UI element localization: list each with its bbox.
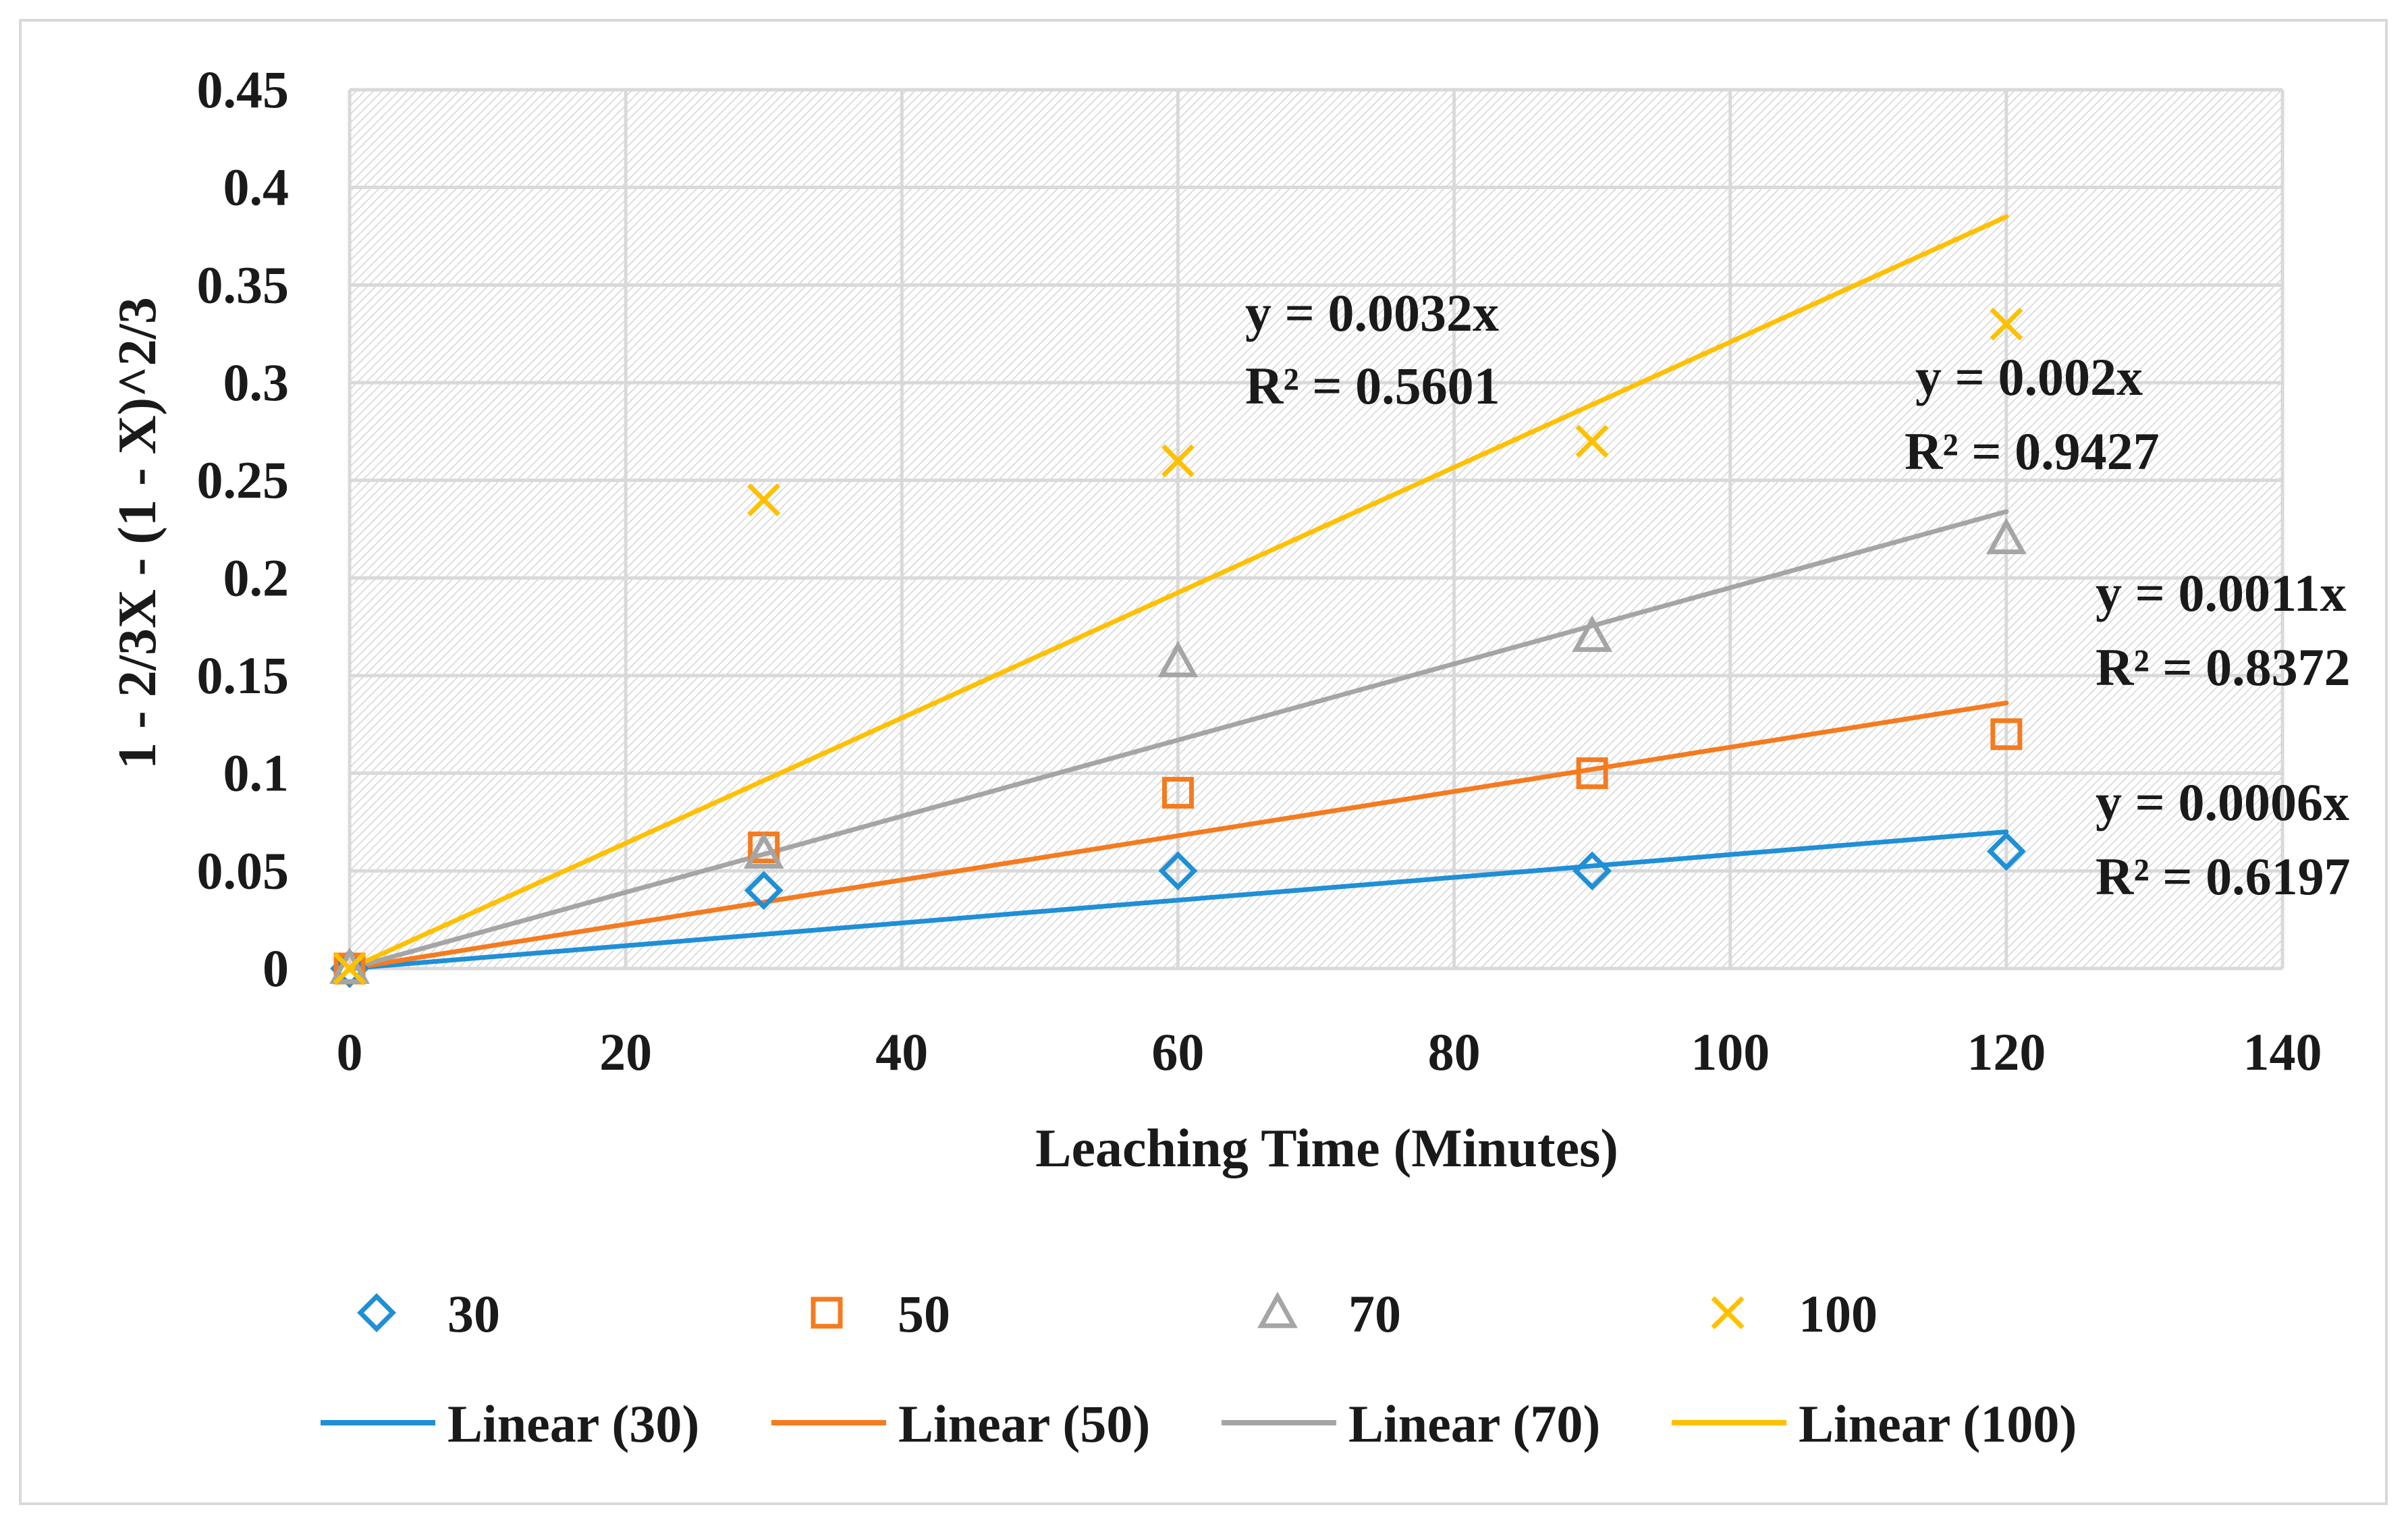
x-tick-label: 100 xyxy=(1691,1023,1770,1081)
x-axis-ticks: 0 20 40 60 80 100 120 140 xyxy=(337,1023,2322,1081)
y-tick-label: 0.35 xyxy=(197,255,290,314)
trendline-equations: y = 0.0006x R² = 0.6197 y = 0.0011x R² = 0.… xyxy=(1245,283,2351,906)
point-50-120 xyxy=(1990,718,2023,751)
x-tick-label: 80 xyxy=(1428,1023,1481,1081)
legend-marker-30 xyxy=(357,1293,396,1332)
y-tick-label: 0 xyxy=(263,939,289,998)
x-tick-label: 0 xyxy=(337,1023,363,1081)
trendline-50 xyxy=(347,701,2009,971)
point-30-60 xyxy=(1158,851,1198,891)
legend-trend-label-30: Linear (30) xyxy=(447,1394,699,1453)
legend-label-30: 30 xyxy=(447,1284,500,1343)
point-70-60 xyxy=(1157,641,1199,678)
x-axis-title: Leaching Time (Minutes) xyxy=(1035,1119,1618,1178)
point-100-30 xyxy=(747,483,781,517)
y-tick-label: 0.3 xyxy=(223,353,290,412)
point-70-90 xyxy=(1572,615,1613,652)
point-70-30 xyxy=(743,832,784,869)
y-tick-label: 0.45 xyxy=(197,60,290,119)
legend: 30 Linear (30) 50 Linear (50) 70 Linear (70) 1… xyxy=(321,1284,2077,1453)
x-tick-label: 120 xyxy=(1967,1023,2046,1081)
y-axis-ticks: 0 0.05 0.1 0.15 0.2 0.25 0.3 0.35 0.4 0.45 xyxy=(197,60,290,998)
equation-30: y = 0.0006x xyxy=(2096,773,2349,832)
trendline-100 xyxy=(347,214,2009,971)
r-squared-70: R² = 0.9427 xyxy=(1905,422,2160,481)
point-100-90 xyxy=(1575,425,1609,458)
point-30-30 xyxy=(744,871,784,910)
point-100-60 xyxy=(1161,444,1195,478)
r-squared-100: R² = 0.5601 xyxy=(1245,356,1500,415)
x-tick-label: 60 xyxy=(1151,1023,1204,1081)
y-tick-label: 0.25 xyxy=(197,451,290,510)
legend-marker-100 xyxy=(1711,1296,1745,1330)
y-tick-label: 0.15 xyxy=(197,646,290,705)
legend-label-50: 50 xyxy=(898,1284,950,1343)
y-tick-label: 0.05 xyxy=(197,841,290,900)
legend-label-100: 100 xyxy=(1799,1284,1878,1343)
point-30-90 xyxy=(1572,851,1612,891)
legend-trend-label-70: Linear (70) xyxy=(1348,1394,1600,1453)
point-70-0 xyxy=(329,947,370,984)
x-tick-label: 20 xyxy=(599,1023,652,1081)
equation-70: y = 0.002x xyxy=(1915,348,2143,406)
legend-trend-label-50: Linear (50) xyxy=(898,1394,1150,1453)
point-30-0 xyxy=(330,949,369,988)
y-tick-label: 0.4 xyxy=(223,158,290,217)
trendlines xyxy=(347,214,2009,971)
trendline-30 xyxy=(347,829,2009,971)
r-squared-30: R² = 0.6197 xyxy=(2096,847,2351,906)
trendline-70 xyxy=(347,509,2009,971)
r-squared-50: R² = 0.8372 xyxy=(2096,638,2351,697)
point-100-120 xyxy=(1990,307,2023,341)
gridlines xyxy=(348,88,2284,971)
y-tick-label: 0.1 xyxy=(223,744,290,802)
y-axis-title: 1 - 2/3X - (1 - X)^2/3 xyxy=(108,297,167,769)
legend-trend-label-100: Linear (100) xyxy=(1799,1394,2077,1453)
data-markers xyxy=(329,307,2027,988)
point-50-90 xyxy=(1576,757,1608,790)
legend-marker-50 xyxy=(811,1297,843,1329)
point-100-0 xyxy=(333,952,366,985)
equation-100: y = 0.0032x xyxy=(1245,283,1499,342)
legend-marker-70 xyxy=(1257,1291,1298,1328)
equation-50: y = 0.0011x xyxy=(2096,564,2347,622)
y-tick-label: 0.2 xyxy=(223,548,290,607)
point-70-120 xyxy=(1986,518,2027,555)
legend-label-70: 70 xyxy=(1348,1284,1401,1343)
x-tick-label: 140 xyxy=(2243,1023,2322,1081)
point-30-120 xyxy=(1986,832,2026,871)
x-tick-label: 40 xyxy=(875,1023,928,1081)
point-50-60 xyxy=(1161,777,1194,809)
